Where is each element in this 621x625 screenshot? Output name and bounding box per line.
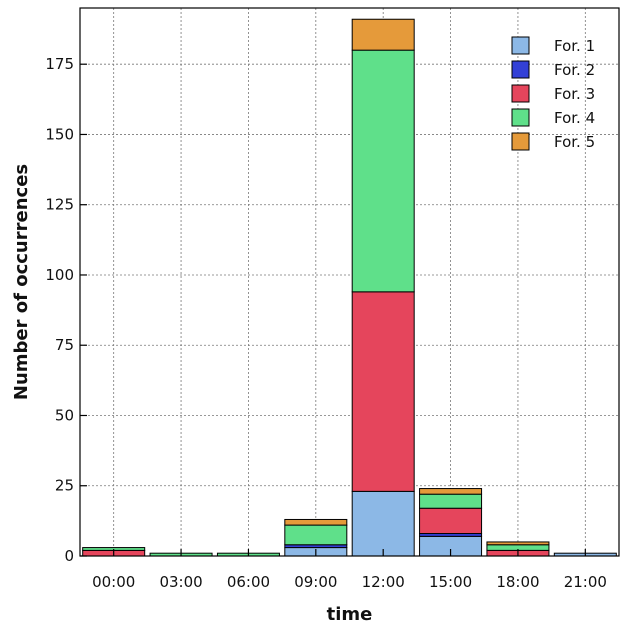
plot-frame — [79, 7, 620, 557]
legend-swatch — [511, 60, 530, 79]
legend-swatch — [511, 132, 530, 151]
x-tick-label: 21:00 — [564, 573, 607, 591]
y-tick-label: 25 — [55, 477, 74, 495]
bar-segment — [351, 18, 415, 51]
x-axis-title: time — [327, 604, 373, 625]
bar-segment — [351, 49, 415, 293]
legend: For. 1 For. 2 For. 3 For. 4 For. 5 — [511, 36, 595, 151]
grid-lines — [80, 8, 619, 557]
y-tick-label: 50 — [55, 406, 74, 424]
x-tick-label: 12:00 — [362, 573, 405, 591]
x-tick-label: 06:00 — [227, 573, 270, 591]
legend-label: For. 5 — [554, 133, 595, 151]
y-tick-label: 0 — [64, 547, 74, 565]
y-tick-label: 125 — [45, 196, 74, 214]
y-tick-label: 150 — [45, 125, 74, 143]
bar-segment — [284, 524, 348, 546]
legend-label: For. 3 — [554, 85, 595, 103]
bar-segment — [419, 493, 483, 509]
bar-segment — [351, 291, 415, 492]
legend-label: For. 4 — [554, 109, 595, 127]
x-tick-label: 18:00 — [496, 573, 539, 591]
bar-segment — [419, 507, 483, 535]
bar-segment — [284, 518, 348, 526]
legend-swatch — [511, 108, 530, 127]
legend-label: For. 2 — [554, 61, 595, 79]
x-tick-label: 03:00 — [159, 573, 202, 591]
x-tick-label: 09:00 — [294, 573, 337, 591]
bar-segment — [486, 541, 550, 546]
x-tick-label: 00:00 — [92, 573, 135, 591]
y-tick-label: 100 — [45, 266, 74, 284]
y-axis-title: Number of occurrences — [11, 164, 32, 400]
bar-segment — [419, 488, 483, 495]
y-tick-label: 175 — [45, 55, 74, 73]
legend-swatch — [511, 84, 530, 103]
axis-ticks: 0 25 50 75 100 125 150 175 00:00 03:00 06:00 09:00 1… — [45, 55, 607, 591]
legend-swatch — [511, 36, 530, 55]
bar-segment — [351, 490, 415, 557]
y-tick-label: 75 — [55, 336, 74, 354]
legend-label: For. 1 — [554, 37, 595, 55]
x-tick-label: 15:00 — [429, 573, 472, 591]
bars — [82, 18, 617, 557]
